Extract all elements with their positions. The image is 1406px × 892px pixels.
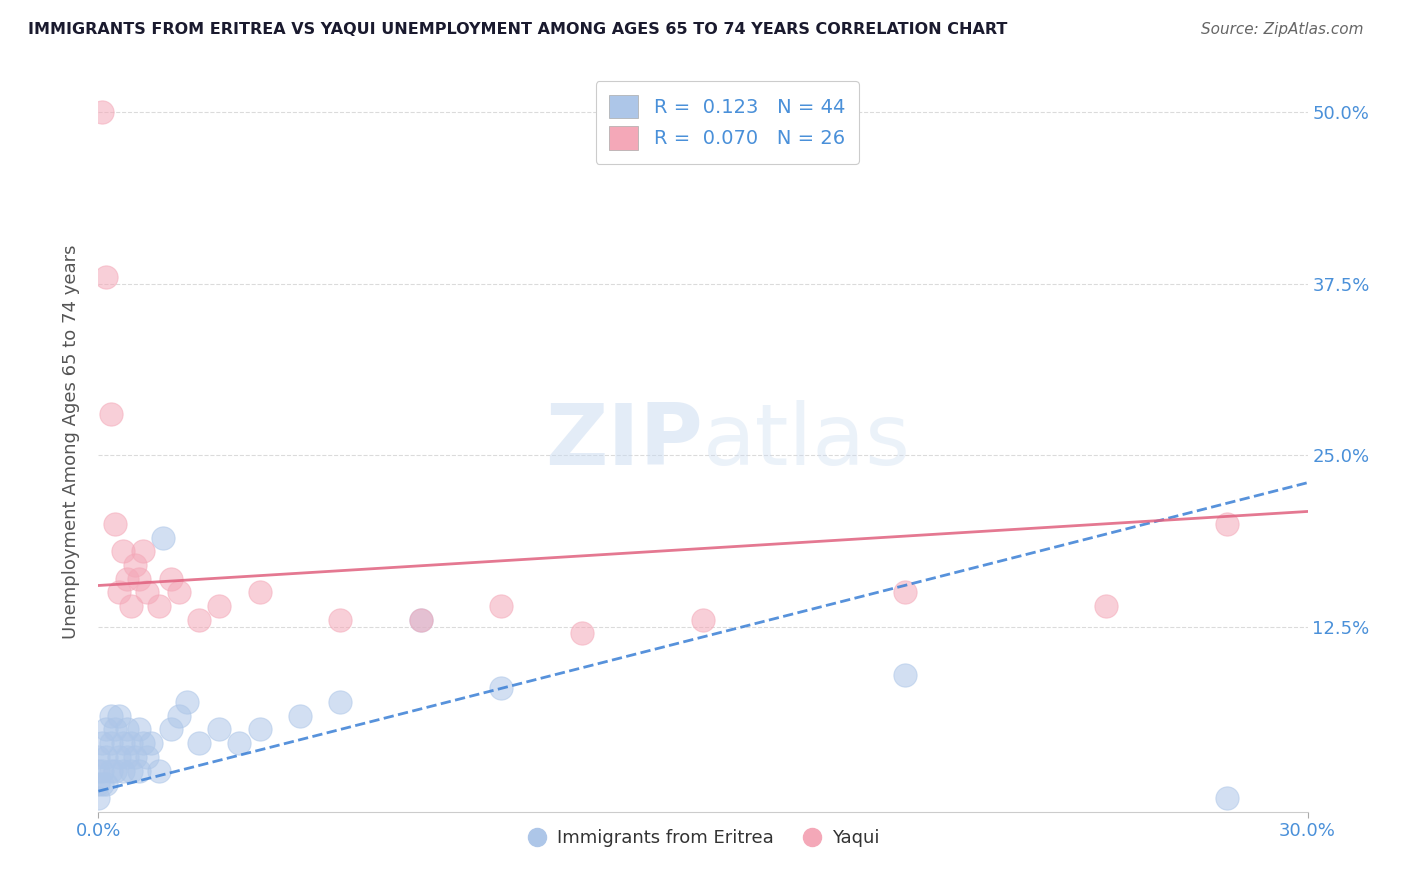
Point [188, 736, 211, 750]
Point [132, 736, 155, 750]
Point [329, 695, 352, 709]
Point [249, 723, 271, 737]
Legend: Immigrants from Eritrea, Yaqui: Immigrants from Eritrea, Yaqui [519, 822, 887, 855]
Point [228, 736, 250, 750]
Point [115, 750, 138, 764]
Point [491, 599, 513, 613]
Point [491, 681, 513, 696]
Point [107, 708, 129, 723]
Point [692, 613, 714, 627]
Point [128, 723, 150, 737]
Point [115, 572, 138, 586]
Point [96, 750, 118, 764]
Point [100, 764, 122, 778]
Point [100, 407, 122, 421]
Point [409, 613, 432, 627]
Point [148, 764, 170, 778]
Point [160, 723, 183, 737]
Point [1216, 516, 1239, 531]
Point [893, 585, 915, 599]
Point [124, 558, 146, 572]
Point [107, 585, 129, 599]
Point [120, 599, 142, 613]
Text: Source: ZipAtlas.com: Source: ZipAtlas.com [1201, 22, 1364, 37]
Point [208, 723, 231, 737]
Point [208, 599, 231, 613]
Point [893, 667, 915, 681]
Point [115, 723, 138, 737]
Point [103, 723, 125, 737]
Point [96, 777, 118, 791]
Text: atlas: atlas [703, 400, 911, 483]
Text: ZIP: ZIP [546, 400, 703, 483]
Point [329, 613, 352, 627]
Point [91, 736, 114, 750]
Point [160, 572, 183, 586]
Point [87, 777, 110, 791]
Point [249, 585, 271, 599]
Y-axis label: Unemployment Among Ages 65 to 74 years: Unemployment Among Ages 65 to 74 years [62, 244, 80, 639]
Point [91, 105, 114, 120]
Point [87, 764, 110, 778]
Point [120, 764, 142, 778]
Point [111, 544, 134, 558]
Point [167, 585, 190, 599]
Point [132, 544, 155, 558]
Text: IMMIGRANTS FROM ERITREA VS YAQUI UNEMPLOYMENT AMONG AGES 65 TO 74 YEARS CORRELAT: IMMIGRANTS FROM ERITREA VS YAQUI UNEMPLO… [28, 22, 1008, 37]
Point [1216, 791, 1239, 805]
Point [120, 736, 142, 750]
Point [96, 723, 118, 737]
Point [135, 585, 157, 599]
Point [107, 750, 129, 764]
Point [288, 708, 311, 723]
Point [188, 613, 211, 627]
Point [409, 613, 432, 627]
Point [111, 764, 134, 778]
Point [103, 516, 125, 531]
Point [111, 736, 134, 750]
Point [100, 736, 122, 750]
Point [571, 626, 593, 640]
Point [103, 764, 125, 778]
Point [1095, 599, 1118, 613]
Point [91, 764, 114, 778]
Point [96, 270, 118, 285]
Point [124, 750, 146, 764]
Point [87, 750, 110, 764]
Point [100, 708, 122, 723]
Point [128, 764, 150, 778]
Point [135, 750, 157, 764]
Point [128, 572, 150, 586]
Point [87, 791, 110, 805]
Point [139, 736, 162, 750]
Point [167, 708, 190, 723]
Point [148, 599, 170, 613]
Point [176, 695, 198, 709]
Point [91, 777, 114, 791]
Point [152, 531, 174, 545]
